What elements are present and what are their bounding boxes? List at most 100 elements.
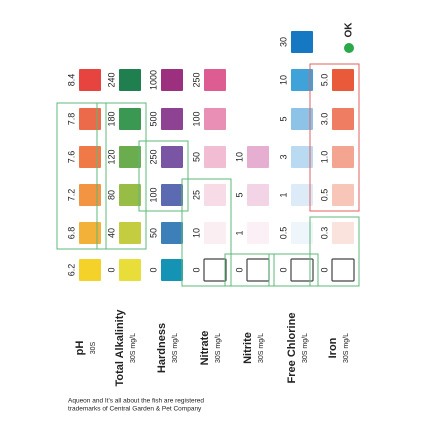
- swatch: [161, 146, 183, 168]
- swatch: [161, 69, 183, 91]
- swatch-label: 5: [234, 192, 244, 197]
- strip-sub: 30S mg/L: [130, 333, 137, 363]
- swatch-label: 7.8: [66, 113, 76, 126]
- range-box: [309, 63, 360, 212]
- ok-label: OK: [344, 22, 355, 38]
- swatch: [119, 69, 141, 91]
- swatch-label: 10: [191, 228, 201, 238]
- swatch: [79, 69, 101, 91]
- strip-sub: 30S mg/L: [215, 333, 222, 363]
- range-box: [56, 102, 107, 250]
- swatch: [204, 108, 226, 130]
- swatch-label: 6.8: [66, 227, 76, 240]
- swatch: [332, 108, 354, 130]
- swatch-label: 25: [191, 190, 201, 200]
- range-box: [224, 253, 275, 287]
- swatch: [79, 259, 101, 281]
- swatch-label: 7.6: [66, 151, 76, 164]
- swatch-label: 1: [278, 192, 288, 197]
- swatch-label: 5: [278, 116, 288, 121]
- swatch-label: 50: [148, 228, 158, 238]
- swatch-label: 120: [106, 149, 116, 164]
- strip-name: pH: [74, 341, 86, 356]
- strip-sub: 30S: [90, 341, 97, 354]
- swatch-label: 100: [148, 187, 158, 202]
- swatch-label: 0: [191, 267, 201, 272]
- strip-name: Total Alkalinity: [114, 309, 126, 387]
- swatch-label: 0: [148, 267, 158, 272]
- swatch-label: 6.2: [66, 264, 76, 277]
- swatch-label: 1: [234, 230, 244, 235]
- footer-line: Aqueon and It's all about the fish are r…: [68, 398, 204, 405]
- swatch: [291, 108, 313, 130]
- swatch: [246, 258, 270, 282]
- swatch: [291, 222, 313, 244]
- swatch-label: 3: [278, 154, 288, 159]
- strip-name: Free Chlorine: [286, 313, 298, 384]
- swatch-label: 500: [148, 111, 158, 126]
- range-box: [268, 253, 319, 287]
- swatch: [79, 184, 101, 206]
- swatch: [332, 69, 354, 91]
- swatch-label: 3.0: [319, 113, 329, 126]
- strip-sub: 30S mg/L: [172, 333, 179, 363]
- swatch-label: 7.2: [66, 189, 76, 202]
- ok-dot: [344, 43, 354, 53]
- swatch: [79, 146, 101, 168]
- swatch-label: 0: [278, 267, 288, 272]
- swatch-label: 0: [319, 267, 329, 272]
- swatch-label: 5.0: [319, 74, 329, 87]
- swatch: [79, 222, 101, 244]
- strip-name: Iron: [327, 337, 339, 358]
- swatch: [119, 184, 141, 206]
- swatch-label: 0.3: [319, 227, 329, 240]
- swatch: [332, 146, 354, 168]
- swatch-label: 250: [191, 72, 201, 87]
- swatch: [204, 184, 226, 206]
- swatch: [291, 184, 313, 206]
- strip-name: Nitrate: [199, 331, 211, 366]
- swatch-label: 30: [278, 37, 288, 47]
- swatch: [204, 69, 226, 91]
- strip-sub: 30S mg/L: [302, 333, 309, 363]
- swatch: [247, 184, 269, 206]
- swatch: [290, 258, 314, 282]
- swatch: [291, 146, 313, 168]
- swatch: [119, 146, 141, 168]
- swatch-label: 50: [191, 152, 201, 162]
- footer-line: trademarks of Central Garden & Pet Compa…: [68, 406, 202, 413]
- swatch: [247, 146, 269, 168]
- swatch: [247, 222, 269, 244]
- range-box: [96, 102, 147, 250]
- swatch: [79, 108, 101, 130]
- swatch-label: 250: [148, 149, 158, 164]
- swatch-label: 0: [106, 267, 116, 272]
- swatch-label: 0.5: [319, 189, 329, 202]
- swatch: [332, 222, 354, 244]
- swatch: [161, 184, 183, 206]
- swatch: [161, 222, 183, 244]
- swatch: [291, 69, 313, 91]
- strip-name: Hardness: [156, 323, 168, 373]
- swatch: [119, 259, 141, 281]
- swatch-label: 0: [234, 267, 244, 272]
- swatch-label: 10: [278, 75, 288, 85]
- swatch-label: 80: [106, 190, 116, 200]
- swatch: [203, 258, 227, 282]
- swatch-label: 1000: [148, 70, 158, 90]
- strip-sub: 30S mg/L: [258, 333, 265, 363]
- swatch: [119, 222, 141, 244]
- swatch: [332, 184, 354, 206]
- swatch-label: 100: [191, 111, 201, 126]
- range-box: [181, 178, 232, 287]
- swatch: [291, 31, 313, 53]
- swatch: [161, 259, 183, 281]
- range-box: [138, 140, 189, 212]
- strip-sub: 30S mg/L: [343, 333, 350, 363]
- swatch: [161, 108, 183, 130]
- swatch-label: 40: [106, 228, 116, 238]
- range-box: [309, 216, 360, 287]
- swatch-label: 240: [106, 72, 116, 87]
- swatch-label: 0.5: [278, 227, 288, 240]
